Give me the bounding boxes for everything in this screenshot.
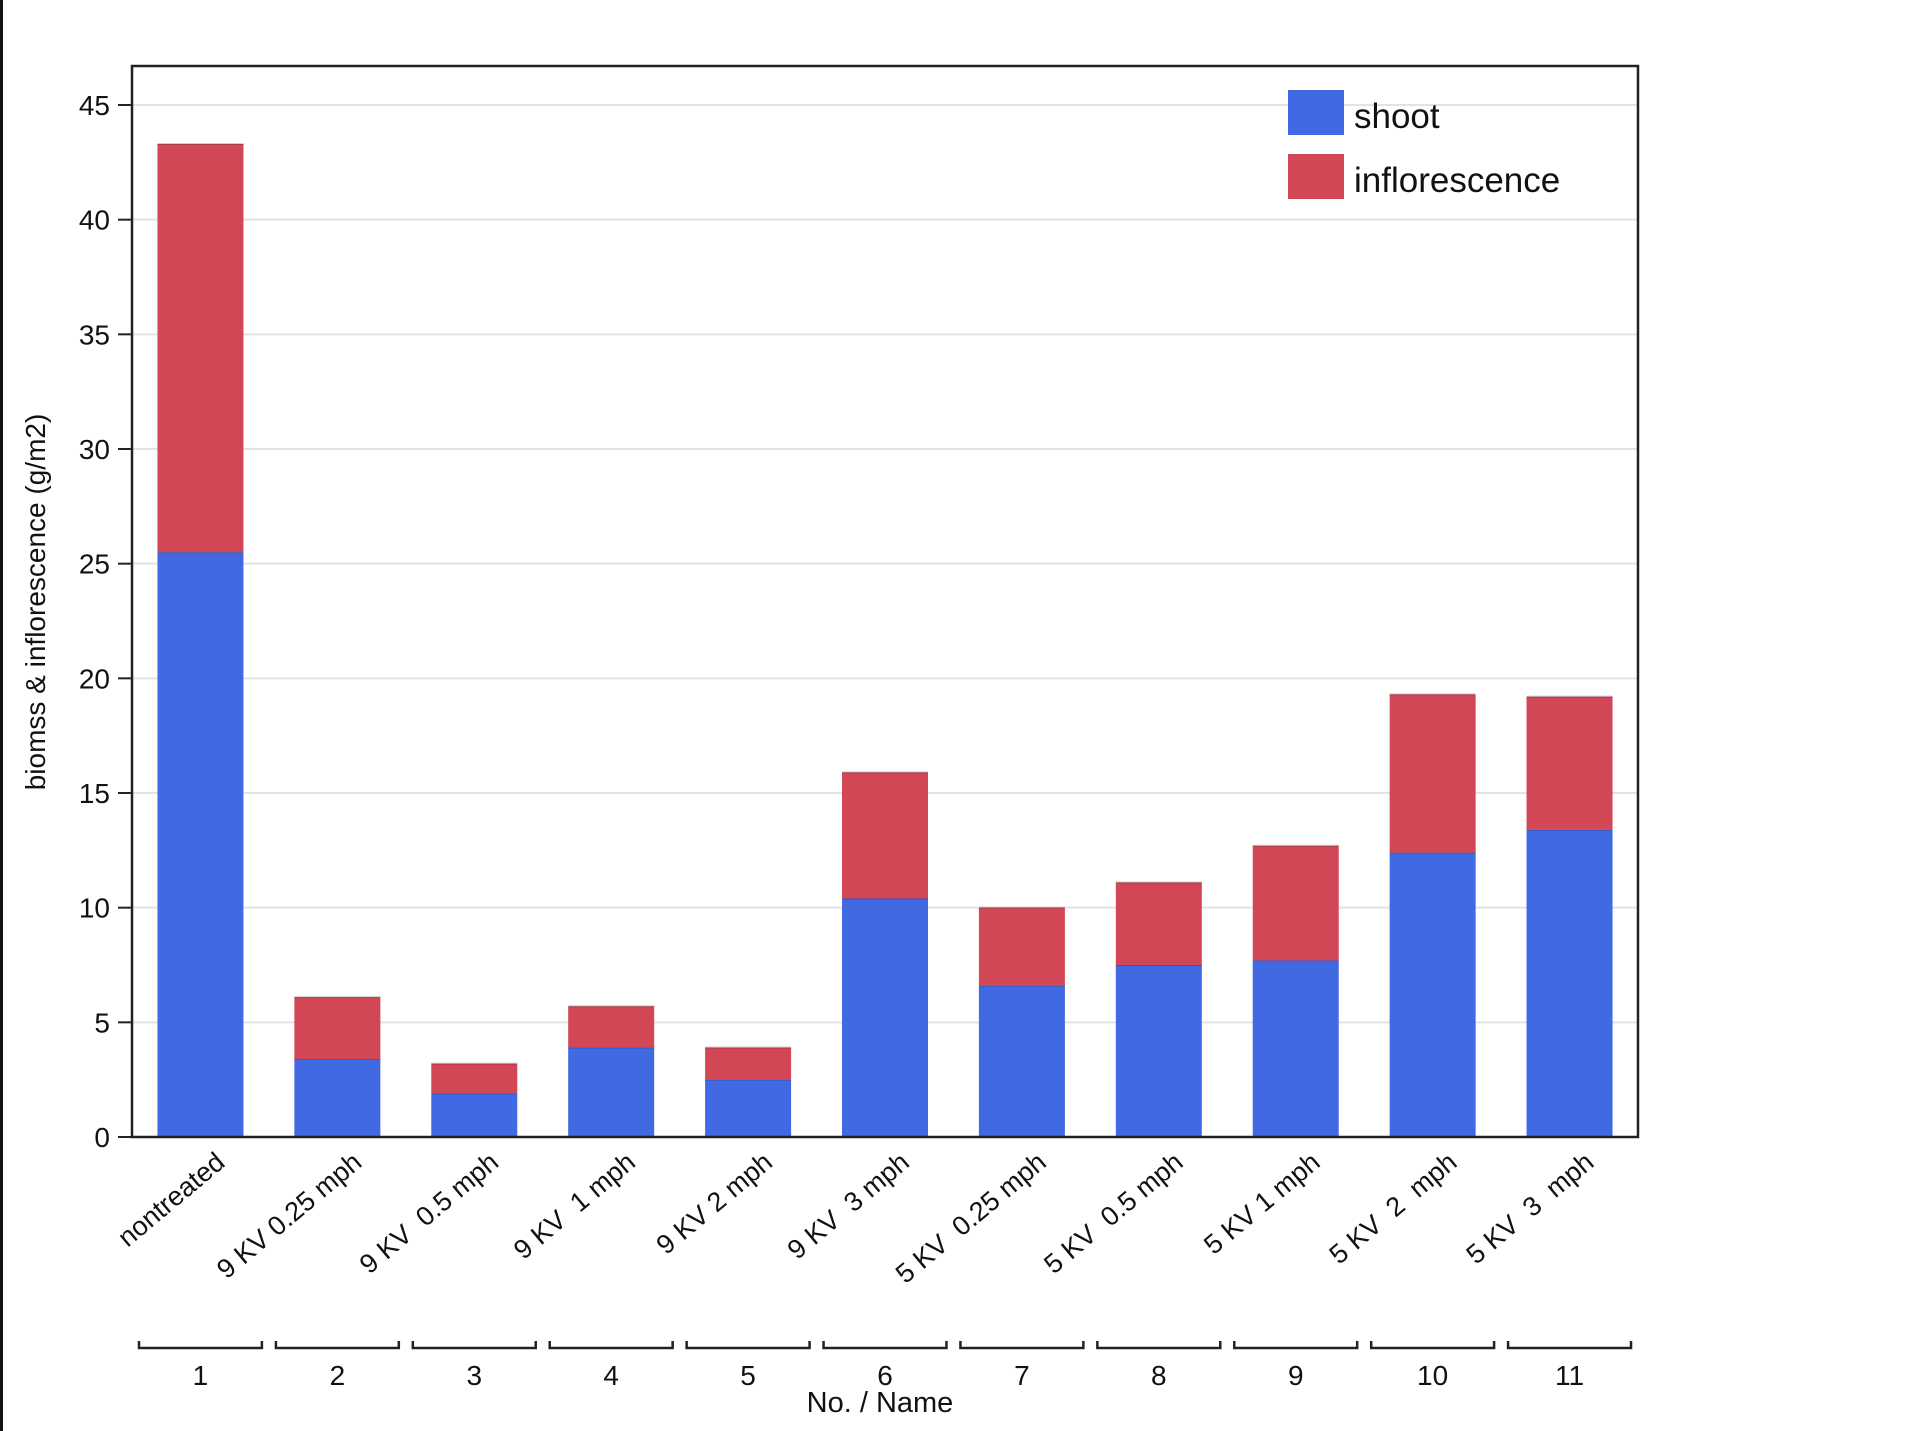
- bar-inflorescence-5: [705, 1047, 792, 1080]
- number-bracket: [137, 1341, 264, 1350]
- bar-inflorescence-7: [978, 907, 1065, 986]
- y-tick-label: 10: [79, 893, 110, 924]
- x-category-label: 5 KV 2 mph: [1324, 1147, 1463, 1270]
- x-category-label: 5 KV 3 mph: [1461, 1147, 1600, 1270]
- number-bracket: [548, 1341, 674, 1350]
- bar-shoot-8: [1115, 965, 1202, 1137]
- x-number-label: 8: [1151, 1360, 1167, 1391]
- bar-shoot-5: [705, 1079, 792, 1137]
- x-category-label: 9 KV 0.5 mph: [354, 1147, 504, 1280]
- number-bracket: [1369, 1341, 1496, 1350]
- x-number-label: 10: [1417, 1360, 1448, 1391]
- x-number-label: 9: [1288, 1360, 1304, 1391]
- x-category-label: 9 KV 3 mph: [782, 1147, 915, 1265]
- legend-swatch-shoot: [1288, 90, 1344, 135]
- bar-inflorescence-11: [1526, 696, 1613, 830]
- number-bracket: [274, 1341, 401, 1350]
- legend: shoot inflorescence: [1288, 90, 1560, 200]
- bar-shoot-6: [842, 898, 928, 1137]
- bar-shoot-3: [431, 1093, 518, 1137]
- bars: [157, 142, 1613, 1137]
- bar-shoot-4: [568, 1047, 655, 1137]
- number-bracket: [1506, 1341, 1633, 1350]
- x-category-label: 9 KV 1 mph: [508, 1147, 641, 1265]
- number-bracket: [822, 1341, 948, 1350]
- x-category-label: 9 KV 0.25 mph: [211, 1147, 367, 1285]
- bar-inflorescence-10: [1389, 694, 1476, 853]
- y-tick-label: 35: [79, 319, 110, 350]
- y-tick-label: 40: [79, 205, 110, 236]
- x-category-label: 5 KV 1 mph: [1198, 1147, 1325, 1261]
- y-tick-label: 5: [94, 1007, 110, 1038]
- number-bracket: [1096, 1341, 1222, 1350]
- bar-shoot-7: [978, 985, 1065, 1137]
- plot-frame: [130, 64, 1640, 1139]
- bar-inflorescence-4: [568, 1006, 655, 1048]
- x-number-label: 2: [330, 1360, 346, 1391]
- y-tick-label: 45: [79, 90, 110, 121]
- bar-shoot-1: [157, 552, 244, 1137]
- bar-inflorescence-3: [431, 1063, 518, 1094]
- legend-swatch-inflorescence: [1288, 154, 1344, 199]
- x-number-label: 11: [1555, 1360, 1584, 1391]
- y-axis-ticks: 0 5 10 15 20 25 30 35 40 45: [79, 90, 132, 1153]
- legend-label-inflorescence: inflorescence: [1354, 161, 1560, 200]
- number-bracket: [959, 1341, 1085, 1350]
- bar-shoot-11: [1526, 829, 1613, 1137]
- number-bracket: [685, 1341, 811, 1350]
- x-axis-title: No. / Name: [807, 1387, 954, 1419]
- bar-inflorescence-1: [157, 143, 244, 553]
- bar-shoot-2: [294, 1059, 381, 1137]
- bar-inflorescence-2: [294, 997, 381, 1060]
- bar-inflorescence-6: [842, 772, 928, 899]
- bar-shoot-10: [1389, 852, 1476, 1137]
- bar-inflorescence-8: [1115, 882, 1202, 965]
- number-bracket: [1233, 1341, 1359, 1350]
- y-tick-label: 20: [79, 663, 110, 694]
- x-category-label: 5 KV 0.5 mph: [1038, 1147, 1188, 1280]
- x-category-label: 9 KV 2 mph: [651, 1147, 778, 1261]
- window-edge: [0, 0, 3, 1431]
- bar-shoot-9: [1252, 960, 1339, 1137]
- bar-inflorescence-9: [1252, 845, 1339, 961]
- y-axis-title: biomss & inflorescence (g/m2): [20, 414, 51, 791]
- x-number-label: 7: [1014, 1360, 1030, 1391]
- x-number-label: 3: [466, 1360, 482, 1391]
- category-number-brackets: 1 2 3 4 5 6 7 8 9 10 11: [137, 1341, 1633, 1391]
- x-number-label: 1: [193, 1360, 209, 1391]
- x-number-label: 4: [603, 1360, 619, 1391]
- y-tick-label: 30: [79, 434, 110, 465]
- gridlines: [132, 104, 1638, 1024]
- x-category-label: 5 KV 0.25 mph: [890, 1147, 1052, 1290]
- number-bracket: [411, 1341, 537, 1350]
- y-tick-label: 15: [79, 778, 110, 809]
- x-number-label: 6: [877, 1360, 893, 1391]
- legend-label-shoot: shoot: [1354, 97, 1440, 136]
- y-tick-label: 25: [79, 549, 110, 580]
- x-category-label: nontreated: [112, 1147, 230, 1253]
- x-number-label: 5: [740, 1360, 756, 1391]
- y-tick-label: 0: [94, 1122, 110, 1153]
